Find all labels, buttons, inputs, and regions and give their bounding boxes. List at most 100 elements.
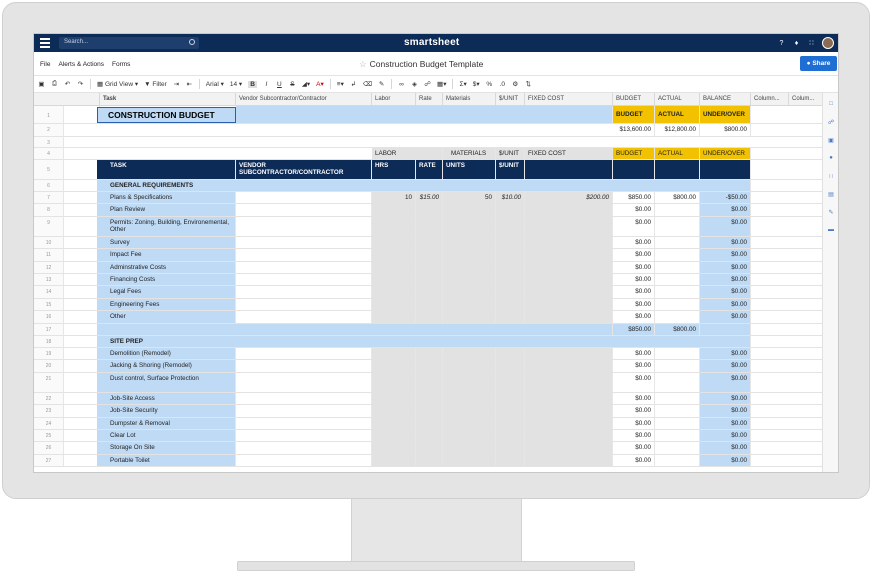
units-cell[interactable] — [443, 348, 496, 360]
fixed-cost-cell[interactable] — [525, 454, 613, 467]
balance-cell[interactable]: $0.00 — [700, 405, 751, 417]
budget-cell[interactable]: $0.00 — [613, 417, 655, 429]
fixed-cost-cell[interactable] — [525, 442, 613, 454]
hrs-cell[interactable] — [372, 360, 416, 372]
hrs-cell[interactable] — [372, 311, 416, 323]
budget-cell[interactable]: $0.00 — [613, 261, 655, 273]
column-header-extra-2[interactable]: Colum... — [789, 93, 824, 106]
fixed-cost-cell[interactable] — [525, 298, 613, 311]
unit-price-cell[interactable] — [496, 430, 525, 442]
budget-cell[interactable]: $0.00 — [613, 204, 655, 216]
print-icon[interactable]: ⎙ — [51, 80, 58, 87]
filter-button[interactable]: ▼ Filter — [144, 80, 167, 88]
balance-cell[interactable]: -$50.00 — [700, 192, 751, 204]
column-header-fixed-cost[interactable]: FIXED COST — [525, 93, 613, 106]
task-cell[interactable]: Plan Review — [97, 204, 236, 216]
section1-total-actual[interactable]: $800.00 — [655, 324, 700, 335]
budget-cell[interactable]: $0.00 — [613, 286, 655, 298]
vendor-cell[interactable] — [236, 298, 372, 311]
task-cell[interactable]: Survey — [97, 236, 236, 249]
currency-button[interactable]: $▾ — [472, 81, 480, 88]
rate-cell[interactable] — [416, 360, 443, 372]
budget-cell[interactable]: $0.00 — [613, 442, 655, 454]
table-row[interactable]: 8 Plan Review $0.00 $0.00 — [34, 204, 824, 217]
task-cell[interactable]: Clear Lot — [97, 430, 236, 442]
publish-icon[interactable]: ● — [829, 155, 833, 161]
unit-price-cell[interactable] — [496, 298, 525, 311]
units-cell[interactable] — [443, 311, 496, 323]
table-row[interactable]: 21 Dust control, Surface Protection $0.00 $… — [34, 372, 824, 393]
vendor-cell[interactable] — [236, 192, 372, 204]
table-row[interactable]: 22 Job-Site Access $0.00 $0.00 — [34, 392, 824, 406]
unit-price-cell[interactable] — [496, 454, 525, 467]
task-cell[interactable]: Job-Site Security — [97, 405, 236, 417]
task-cell[interactable]: Dust control, Surface Protection — [97, 372, 236, 392]
units-cell[interactable] — [443, 236, 496, 249]
task-cell[interactable]: Financing Costs — [97, 274, 236, 286]
units-cell[interactable] — [443, 216, 496, 236]
unit-price-cell[interactable] — [496, 417, 525, 429]
unit-price-cell[interactable]: $10.00 — [496, 192, 525, 204]
table-row[interactable]: 6 GENERAL REQUIREMENTS — [34, 180, 824, 192]
menu-alerts-actions[interactable]: Alerts & Actions — [58, 61, 105, 68]
forms-icon[interactable]: ▤ — [828, 192, 834, 198]
budget-cell[interactable]: $0.00 — [613, 348, 655, 360]
vendor-cell[interactable] — [236, 236, 372, 249]
vendor-cell[interactable] — [236, 204, 372, 216]
fixed-cost-cell[interactable] — [525, 261, 613, 273]
budget-cell[interactable]: $0.00 — [613, 216, 655, 236]
table-row[interactable]: 5 TASK VENDOR SUBCONTRACTOR/CONTRACTOR H… — [34, 160, 824, 180]
table-row[interactable]: 27 Portable Toilet $0.00 $0.00 — [34, 454, 824, 468]
section1-total-budget[interactable]: $850.00 — [613, 324, 655, 335]
budget-cell[interactable]: $0.00 — [613, 298, 655, 311]
unit-price-cell[interactable] — [496, 372, 525, 392]
unit-price-cell[interactable] — [496, 216, 525, 236]
units-cell[interactable] — [443, 372, 496, 392]
balance-cell[interactable]: $0.00 — [700, 249, 751, 261]
align-icon[interactable]: ≡▾ — [336, 81, 344, 88]
balance-cell[interactable]: $0.00 — [700, 392, 751, 405]
rate-cell[interactable] — [416, 261, 443, 273]
unit-price-cell[interactable] — [496, 360, 525, 372]
table-row[interactable]: 2 $13,600.00 $12,800.00 $800.00 — [34, 124, 824, 137]
vendor-cell[interactable] — [236, 216, 372, 236]
fixed-cost-cell[interactable] — [525, 417, 613, 429]
vendor-cell[interactable] — [236, 348, 372, 360]
decimal-button[interactable]: .0 — [499, 80, 505, 88]
actual-cell[interactable] — [655, 405, 700, 417]
hrs-cell[interactable] — [372, 249, 416, 261]
task-cell[interactable]: Job-Site Access — [97, 392, 236, 405]
sort-icon[interactable]: ⇅ — [525, 81, 531, 88]
sum-button[interactable]: Σ▾ — [459, 81, 467, 88]
vendor-cell[interactable] — [236, 405, 372, 417]
hrs-cell[interactable] — [372, 274, 416, 286]
column-header-materials[interactable]: Materials — [443, 93, 496, 106]
column-header-labor[interactable]: Labor — [372, 93, 416, 106]
fixed-cost-cell[interactable] — [525, 372, 613, 392]
task-cell[interactable]: Jacking & Shoring (Remodel) — [97, 360, 236, 372]
balance-cell[interactable]: $0.00 — [700, 417, 751, 429]
task-cell[interactable]: Dumpster & Removal — [97, 417, 236, 429]
fixed-cost-cell[interactable] — [525, 348, 613, 360]
actual-cell[interactable] — [655, 236, 700, 249]
column-header-rate[interactable]: Rate — [416, 93, 443, 106]
summary-budget[interactable]: $13,600.00 — [613, 124, 655, 136]
unit-price-cell[interactable] — [496, 442, 525, 454]
avatar[interactable] — [822, 37, 834, 49]
highlight-icon[interactable]: ◈ — [412, 81, 418, 88]
hrs-cell[interactable] — [372, 430, 416, 442]
actual-cell[interactable] — [655, 286, 700, 298]
font-size-dropdown[interactable]: 14 ▾ — [229, 81, 243, 88]
table-row[interactable]: 11 Impact Fee $0.00 $0.00 — [34, 249, 824, 262]
hrs-cell[interactable] — [372, 348, 416, 360]
budget-cell[interactable]: $0.00 — [613, 372, 655, 392]
hrs-cell[interactable] — [372, 261, 416, 273]
actual-cell[interactable] — [655, 392, 700, 405]
units-cell[interactable] — [443, 274, 496, 286]
rate-cell[interactable] — [416, 417, 443, 429]
rate-cell[interactable] — [416, 286, 443, 298]
hrs-cell[interactable] — [372, 392, 416, 405]
column-header-task[interactable]: Task — [100, 93, 236, 106]
fixed-cost-cell[interactable]: $200.00 — [525, 192, 613, 204]
task-cell[interactable]: Plans & Specifications — [97, 192, 236, 204]
